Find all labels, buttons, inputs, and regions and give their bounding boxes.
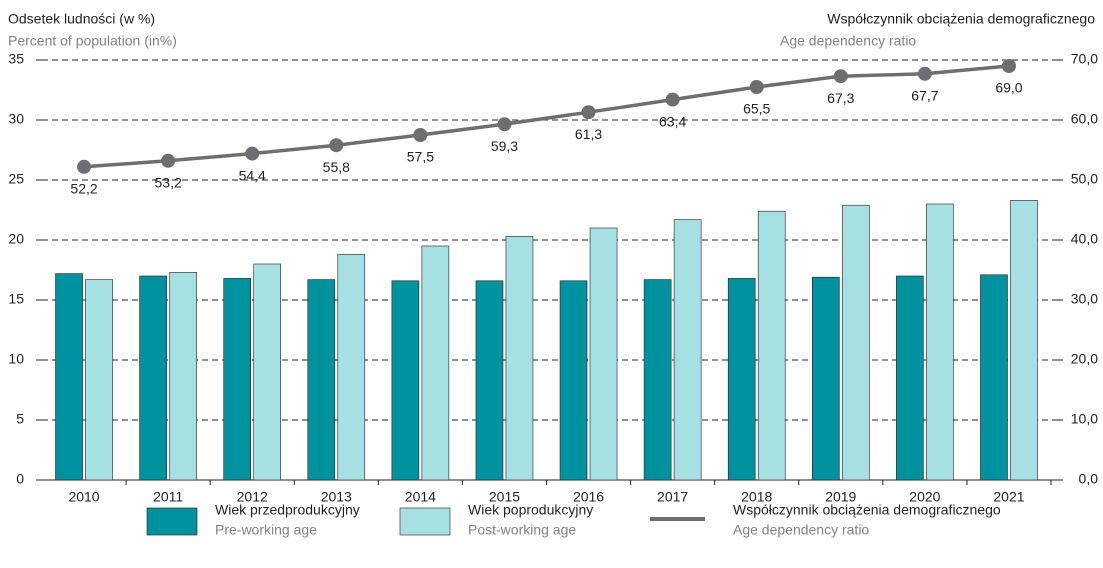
x-tick-label: 2021 (993, 489, 1024, 505)
bar (559, 280, 588, 481)
x-tick-label: 2020 (909, 489, 940, 505)
legend-label: Współczynnik obciążenia demograficznego (733, 502, 1001, 518)
x-tick-label: 2017 (657, 489, 688, 505)
x-tick-label: 2014 (405, 489, 436, 505)
y-tick-label: 35 (8, 51, 24, 67)
line-marker (1001, 59, 1016, 73)
x-tick-label: 2012 (237, 489, 268, 505)
x-tick-label: 2010 (68, 489, 99, 505)
y2-axis-title: Współczynnik obciążenia demograficznego (827, 11, 1095, 27)
data-label: 63,4 (659, 113, 686, 129)
bar (926, 203, 954, 481)
data-label: 69,0 (995, 80, 1022, 96)
data-label: 65,5 (743, 101, 770, 117)
y2-tick-label: 60,0 (1071, 111, 1098, 127)
legend-swatch (146, 507, 198, 536)
y2-tick-label: 40,0 (1071, 231, 1098, 247)
y-tick-label: 20 (8, 231, 24, 247)
y-axis-title-en: Percent of population (in%) (8, 33, 177, 49)
y2-tick-label: 10,0 (1071, 411, 1098, 427)
legend-label-en: Post-working age (468, 522, 576, 538)
x-tick-label: 2013 (321, 489, 352, 505)
line-marker (245, 146, 260, 161)
y-tick-label: 10 (8, 351, 24, 367)
data-label: 52,2 (70, 181, 97, 197)
y2-tick-label: 30,0 (1071, 291, 1098, 307)
data-label: 55,8 (323, 159, 350, 175)
bar (85, 279, 113, 481)
x-tick-label: 2016 (573, 489, 604, 505)
line-marker (749, 80, 764, 94)
data-label: 61,3 (575, 126, 602, 142)
line-marker (413, 128, 428, 142)
bar (673, 219, 702, 481)
bar (223, 278, 252, 481)
legend-label-en: Pre-working age (215, 522, 317, 538)
line-marker (161, 153, 176, 168)
data-label: 59,3 (491, 138, 518, 154)
data-label: 57,5 (407, 149, 434, 165)
bar (980, 274, 1008, 481)
y-tick-label: 15 (8, 291, 24, 307)
y-tick-label: 25 (8, 171, 24, 187)
bar (643, 279, 672, 481)
bar (55, 273, 83, 481)
line-marker (665, 92, 680, 107)
line-marker (917, 66, 932, 81)
bar (337, 254, 366, 481)
bar (841, 204, 870, 481)
line-marker (329, 138, 344, 153)
y2-axis-title-en: Age dependency ratio (780, 33, 916, 49)
bar (811, 276, 840, 481)
legend-label: Wiek poprodukcyjny (468, 502, 593, 518)
bar (505, 236, 534, 481)
bar (253, 263, 282, 481)
bar (1010, 200, 1038, 481)
line-marker (497, 117, 512, 132)
y2-tick-label: 70,0 (1071, 51, 1098, 67)
y-tick-label: 0 (16, 471, 24, 487)
y2-tick-label: 0,0 (1079, 471, 1099, 487)
bar (727, 278, 756, 481)
bar (896, 275, 924, 481)
line-marker (833, 69, 848, 84)
y2-tick-label: 50,0 (1071, 171, 1098, 187)
data-label: 67,7 (911, 88, 938, 104)
bar (421, 245, 450, 481)
bar (307, 279, 336, 481)
legend-label-en: Age dependency ratio (733, 522, 869, 538)
bar (475, 280, 504, 481)
bar (139, 275, 167, 481)
line-marker (77, 159, 92, 174)
data-label: 54,4 (239, 167, 266, 183)
y-tick-label: 5 (16, 411, 24, 427)
data-label: 53,2 (155, 175, 182, 191)
legend-swatch (399, 507, 451, 536)
line (83, 64, 1010, 169)
bar (169, 272, 197, 481)
bar (589, 227, 618, 481)
x-tick-label: 2015 (489, 489, 520, 505)
y-tick-label: 30 (8, 111, 24, 127)
bar (757, 210, 786, 481)
x-tick-label: 2018 (741, 489, 772, 505)
bar (391, 280, 420, 481)
x-tick-label: 2011 (153, 489, 183, 505)
y-axis-title: Odsetek ludności (w %) (8, 11, 155, 27)
x-tick-label: 2019 (825, 489, 856, 505)
data-label: 67,3 (827, 90, 854, 106)
legend-label: Wiek przedprodukcyjny (215, 502, 360, 518)
line-marker (581, 105, 596, 120)
y2-tick-label: 20,0 (1071, 351, 1098, 367)
